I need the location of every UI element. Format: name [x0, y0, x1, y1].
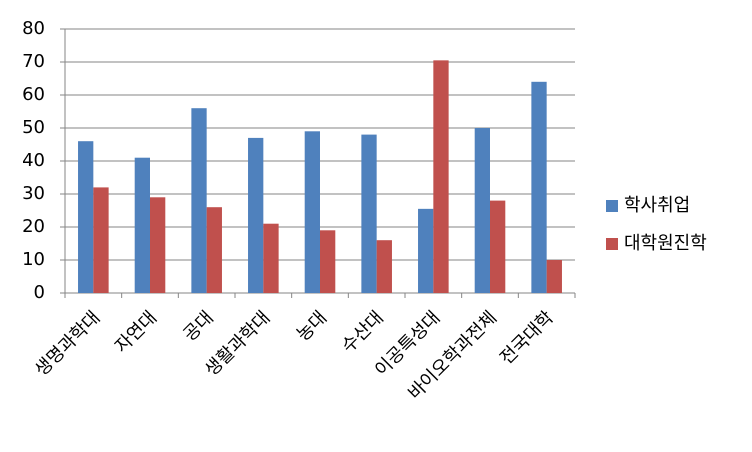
bar: [304, 131, 320, 293]
bar: [474, 128, 490, 293]
x-tick-label: 자연대: [111, 307, 161, 357]
legend-swatch: [606, 200, 618, 212]
bar: [248, 137, 264, 293]
y-tick-label: 30: [22, 183, 45, 204]
bar: [490, 200, 506, 293]
bar: [78, 141, 94, 293]
legend-label: 대학원진학: [624, 233, 707, 254]
y-tick-label: 80: [22, 18, 45, 39]
bar: [433, 60, 449, 293]
bar: [361, 134, 377, 293]
bar: [191, 108, 207, 293]
y-tick-label: 50: [22, 117, 45, 138]
y-tick-label: 60: [22, 84, 45, 105]
legend-swatch: [606, 238, 618, 250]
y-tick-label: 0: [34, 282, 45, 303]
y-tick-label: 40: [22, 150, 45, 171]
legend-label: 학사취업: [624, 195, 690, 216]
bar: [206, 207, 222, 293]
y-tick-label: 20: [22, 216, 45, 237]
y-tick-label: 70: [22, 51, 45, 72]
bar: [263, 223, 279, 293]
bar: [376, 240, 392, 293]
y-tick-label: 10: [22, 249, 45, 270]
bar: [546, 260, 562, 293]
x-tick-label: 농대: [293, 307, 331, 345]
x-tick-label: 수산대: [338, 307, 388, 357]
x-tick-label: 생명과학대: [31, 307, 104, 380]
x-tick-label: 전국대학: [496, 307, 558, 369]
bar: [150, 197, 166, 293]
x-tick-label: 공대: [179, 307, 217, 345]
bar: [134, 157, 150, 293]
bar: [320, 230, 336, 293]
bar: [93, 187, 109, 293]
bar: [531, 81, 547, 293]
bar: [418, 208, 434, 293]
